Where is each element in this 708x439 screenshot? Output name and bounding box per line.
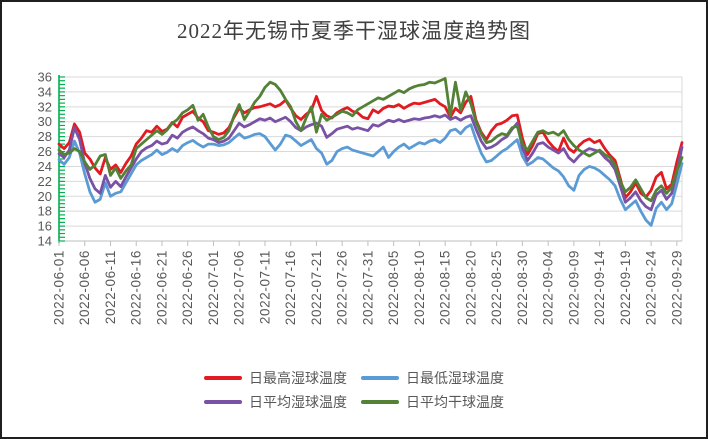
x-axis-tick-label: 2022-09-19 [618,250,633,325]
legend-item-max-wet-bulb[interactable]: 日最高湿球温度 [204,368,347,388]
x-axis-tick-label: 2022-06-21 [154,250,169,325]
x-axis-tick-label: 2022-06-16 [129,250,144,325]
x-axis-tick-label: 2022-07-31 [360,250,375,325]
y-axis-tick-label: 36 [38,70,52,85]
x-axis-tick-label: 2022-08-20 [463,250,478,325]
legend-row-1: 日最高湿球温度 日最低湿球温度 [204,368,504,388]
legend-label-avg-wet-bulb: 日平均湿球温度 [249,394,347,410]
y-axis-tick-label: 16 [38,219,52,234]
y-axis-tick-label: 22 [38,174,52,189]
y-axis-tick-label: 26 [38,144,52,159]
y-axis-tick-label: 28 [38,129,52,144]
x-axis-tick-label: 2022-07-26 [335,250,350,325]
x-axis-tick-label: 2022-07-21 [309,250,324,325]
purple-line-swatch-icon [204,400,242,404]
x-axis-tick-label: 2022-09-24 [644,250,659,325]
series-line-1[interactable] [57,123,684,227]
x-axis-tick-label: 2022-08-05 [386,250,401,325]
x-axis-tick-label: 2022-07-01 [206,250,221,325]
x-axis-tick-label: 2022-09-14 [592,250,607,325]
x-axis-tick-label: 2022-08-30 [515,250,530,325]
x-axis-tick-label: 2022-06-11 [103,250,118,324]
y-axis-tick-label: 14 [38,234,52,249]
legend-item-avg-dry-bulb[interactable]: 日平均干球温度 [361,392,504,412]
x-axis-tick-label: 2022-08-25 [489,250,504,325]
chart-title: 2022年无锡市夏季干湿球温度趋势图 [177,19,531,43]
x-axis-tick-label: 2022-09-04 [541,250,556,325]
y-axis-tick-label: 30 [38,114,52,129]
legend-label-min-wet-bulb: 日最低湿球温度 [406,370,504,386]
blue-line-swatch-icon [361,376,399,380]
red-line-swatch-icon [204,376,242,380]
x-axis-tick-label: 2022-07-16 [283,250,298,325]
legend-label-avg-dry-bulb: 日平均干球温度 [406,394,504,410]
legend-item-min-wet-bulb[interactable]: 日最低湿球温度 [361,368,504,388]
y-axis-tick-label: 20 [38,189,52,204]
series-line-2[interactable] [57,113,684,212]
y-axis-tick-label: 32 [38,99,52,114]
y-axis-tick-label: 18 [38,204,52,219]
x-axis-tick-label: 2022-07-11 [257,250,272,324]
legend-row-2: 日平均湿球温度 日平均干球温度 [204,392,504,412]
x-axis-tick-label: 2022-07-06 [232,250,247,325]
x-axis-tick-label: 2022-08-15 [438,250,453,325]
x-axis-tick-label: 2022-09-29 [669,250,684,325]
x-axis-tick-label: 2022-06-01 [52,250,67,325]
green-line-swatch-icon [361,400,399,404]
series-line-3[interactable] [57,77,684,203]
legend-item-avg-wet-bulb[interactable]: 日平均湿球温度 [204,392,347,412]
x-axis-tick-label: 2022-08-10 [412,250,427,325]
legend-label-max-wet-bulb: 日最高湿球温度 [249,370,347,386]
y-axis-tick-label: 34 [38,84,52,99]
x-axis-tick-label: 2022-09-09 [566,250,581,325]
x-axis-tick-label: 2022-06-06 [77,250,92,325]
series-line-0[interactable] [57,94,684,200]
legend: 日最高湿球温度 日最低湿球温度 日平均湿球温度 日平均干球温度 [2,368,706,412]
x-axis-tick-label: 2022-06-26 [180,250,195,325]
y-axis-tick-label: 24 [38,159,52,174]
